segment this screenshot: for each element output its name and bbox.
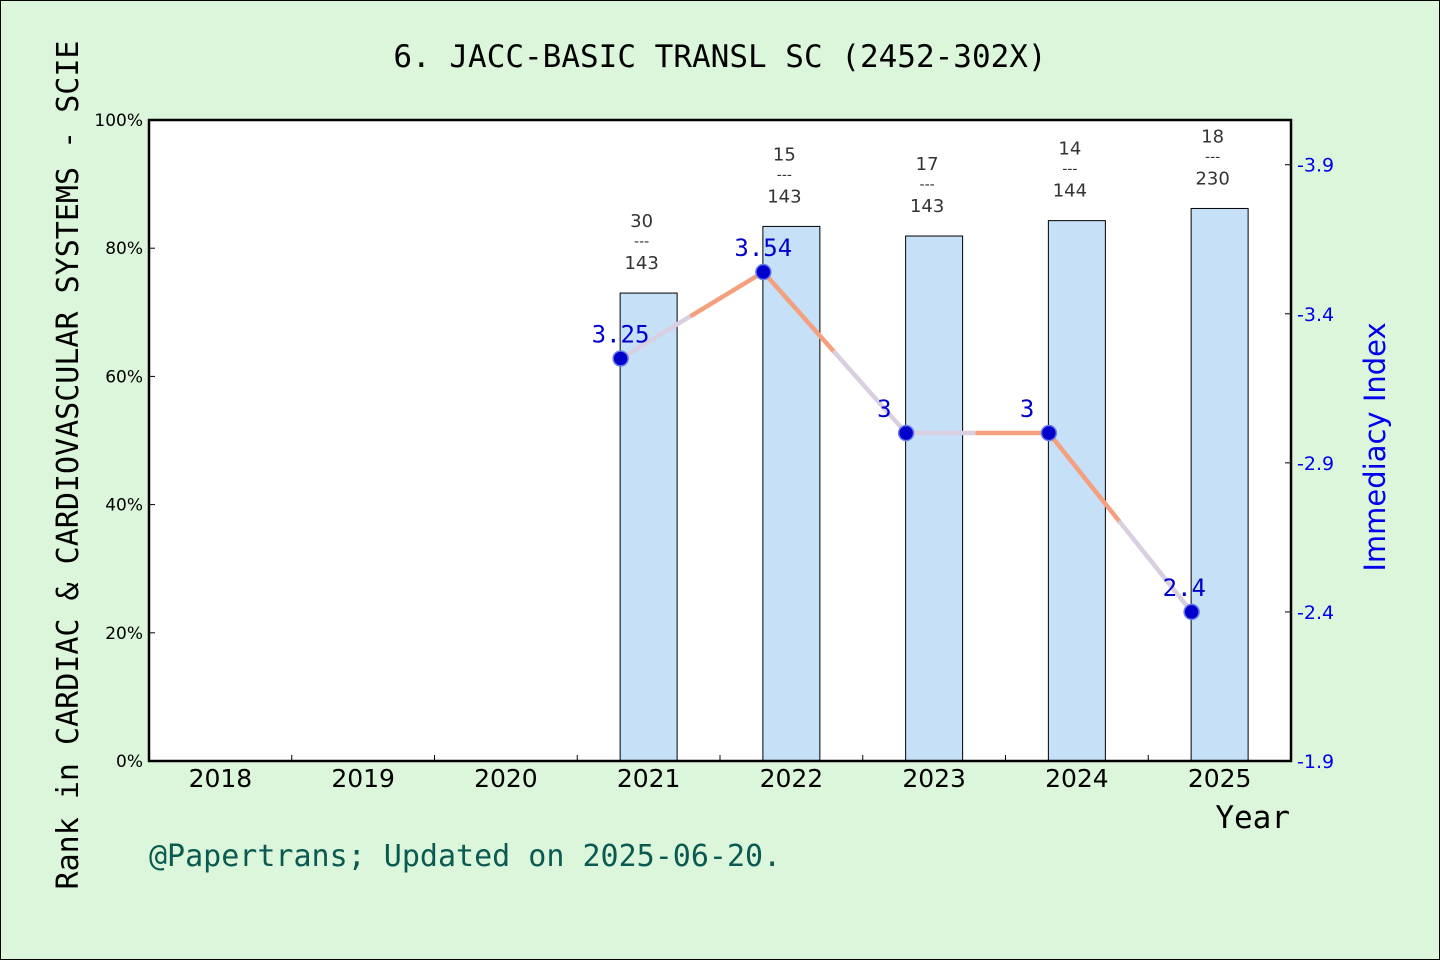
- rank-label-total: 143: [624, 253, 658, 274]
- rank-label-separator: ---: [634, 234, 649, 250]
- line-segment-a: [761, 269, 837, 355]
- x-tick-label: 2024: [1045, 764, 1109, 793]
- y-right-tick-label: -3.9: [1297, 155, 1334, 177]
- line-series: 3.25 3.54 3 3 2.4: [592, 234, 1206, 621]
- line-segment-b: [832, 350, 909, 436]
- rank-label-rank: 15: [773, 144, 796, 165]
- x-tick-label: 2022: [760, 764, 824, 793]
- y-left-tick-label: 0%: [116, 752, 143, 772]
- x-axis-label: Year: [1215, 800, 1290, 836]
- y-axis-left: 0% 20% 40% 60% 80% 100%: [94, 111, 155, 772]
- line-point-2022: [755, 263, 772, 281]
- y-right-tick-label: -2.4: [1297, 602, 1334, 624]
- y-left-tick-label: 60%: [105, 367, 143, 387]
- line-point-2023: [897, 424, 915, 442]
- rank-label-separator: ---: [1062, 162, 1077, 178]
- y-left-tick-label: 80%: [105, 239, 143, 259]
- rank-label-separator: ---: [1205, 149, 1220, 165]
- y-left-tick-label: 100%: [94, 111, 143, 131]
- rank-label-rank: 18: [1201, 126, 1224, 147]
- rank-label-separator: ---: [777, 167, 792, 183]
- line-segment-a: [618, 313, 695, 361]
- plot-area: [149, 120, 1291, 761]
- line-segment-b: [1118, 520, 1194, 615]
- y-right-tick-label: -3.4: [1297, 304, 1334, 326]
- bar-2025: [1190, 207, 1249, 762]
- footer-credit: @Papertrans; Updated on 2025-06-20.: [149, 839, 781, 874]
- y-axis-left-label: Rank in CARDIAC & CARDIOVASCULAR SYSTEMS…: [51, 41, 86, 890]
- rank-label-total: 230: [1195, 168, 1229, 189]
- rank-label-rank: 30: [630, 211, 653, 232]
- bar-2021: [619, 292, 678, 762]
- x-tick-label: 2019: [331, 764, 395, 793]
- rank-labels: 30 --- 143 15 --- 143 17 --- 143 14 --- 144 18 --- 230: [624, 126, 1229, 274]
- x-tick-label: 2023: [902, 764, 966, 793]
- line-segment-a: [1046, 430, 1123, 525]
- x-axis: 2018 2019 2020 2021 2022 2023 2024 2025: [189, 755, 1252, 793]
- rank-label-rank: 17: [916, 154, 939, 175]
- x-tick-label: 2020: [474, 764, 538, 793]
- x-tick-label: 2018: [189, 764, 253, 793]
- x-tick-label: 2025: [1188, 764, 1252, 793]
- line-point-2021: [612, 350, 629, 367]
- line-value-label: 2.4: [1163, 574, 1206, 602]
- line-value-label: 3.25: [592, 321, 650, 349]
- y-axis-right-label: Immediacy Index: [1358, 322, 1392, 571]
- line-value-label: 3.54: [734, 234, 792, 262]
- y-right-tick-label: -2.9: [1297, 453, 1334, 475]
- bar-series: [619, 207, 1249, 762]
- y-left-tick-label: 20%: [105, 624, 143, 644]
- line-point-2024: [1040, 424, 1058, 442]
- line-value-label: 3: [877, 395, 891, 423]
- rank-label-total: 143: [767, 186, 801, 207]
- line-point-2025: [1183, 603, 1200, 621]
- line-value-label: 3: [1020, 395, 1034, 423]
- rank-label-separator: ---: [920, 177, 935, 193]
- rank-label-total: 143: [910, 196, 944, 217]
- rank-label-rank: 14: [1058, 139, 1081, 160]
- rank-label-total: 144: [1053, 181, 1087, 202]
- chart-title: 6. JACC-BASIC TRANSL SC (2452-302X): [393, 39, 1046, 75]
- bar-2023: [905, 235, 964, 762]
- x-tick-label: 2021: [617, 764, 681, 793]
- y-axis-right: -1.9 -2.4 -2.9 -3.4 -3.9: [1285, 155, 1334, 773]
- y-right-tick-label: -1.9: [1297, 751, 1334, 773]
- line-segment-b: [689, 269, 766, 318]
- y-left-tick-label: 40%: [105, 496, 143, 516]
- bar-2022: [762, 225, 821, 762]
